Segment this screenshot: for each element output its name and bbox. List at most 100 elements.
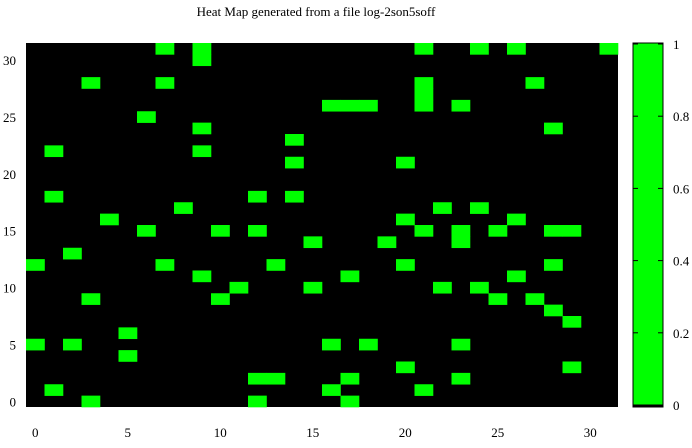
heatmap-cell — [488, 225, 508, 237]
heatmap-cell — [562, 225, 582, 237]
heatmap-cell — [322, 384, 341, 396]
heatmap-cell — [229, 281, 249, 294]
heatmap-cell — [192, 145, 212, 158]
x-tick-label: 30 — [584, 425, 597, 440]
heatmap-cell — [414, 88, 434, 101]
heatmap-cell — [396, 361, 415, 374]
heatmap-cell — [599, 43, 619, 55]
heatmap-cell — [414, 384, 434, 396]
heatmap-cell — [266, 259, 286, 271]
y-tick-label: 30 — [3, 53, 16, 68]
heatmap-cell — [211, 293, 230, 305]
heatmap-cell — [562, 361, 582, 374]
heatmap-cell — [414, 77, 434, 89]
heatmap-cell — [451, 225, 471, 237]
heatmap-cell — [155, 43, 175, 55]
heatmap-cell — [100, 213, 119, 226]
heatmap-cell — [26, 338, 45, 351]
colorbar-tick-label: 1 — [673, 37, 680, 52]
y-tick-label: 20 — [3, 167, 16, 182]
heatmap-cell — [322, 338, 341, 351]
heatmap-cell — [303, 236, 323, 249]
heatmap-cell — [340, 99, 360, 112]
heatmap-cell — [525, 77, 545, 89]
chart-title: Heat Map generated from a file log-2son5… — [197, 4, 436, 19]
heatmap-cell — [248, 372, 267, 385]
heatmap-cell — [470, 202, 489, 214]
x-tick-label: 15 — [306, 425, 319, 440]
heatmap-cell — [248, 190, 267, 203]
heatmap-cell — [525, 293, 545, 305]
heatmap-cell — [544, 259, 563, 271]
heatmap-cell — [433, 202, 452, 214]
y-tick-label: 0 — [10, 394, 17, 409]
x-tick-label: 20 — [399, 425, 412, 440]
heatmap-cell — [451, 99, 471, 112]
heatmap-cell — [81, 293, 101, 305]
x-tick-label: 10 — [214, 425, 227, 440]
heatmap-cell — [451, 236, 471, 249]
heatmap-cell — [562, 316, 582, 328]
y-tick-label: 15 — [3, 224, 16, 239]
heatmap-cell — [451, 338, 471, 351]
heatmap-cell — [470, 43, 489, 55]
colorbar-tick-label: 0.4 — [673, 254, 690, 269]
heatmap-cell — [192, 54, 212, 67]
heatmap-cell — [396, 156, 415, 169]
colorbar-tick-label: 0.8 — [673, 109, 689, 124]
heatmap-cell — [44, 145, 64, 158]
y-tick-label: 25 — [3, 110, 16, 125]
heatmap-cell — [544, 122, 563, 135]
heatmap-cell — [359, 99, 378, 112]
heatmap-cell — [396, 259, 415, 271]
heatmap-cell — [285, 190, 304, 203]
heatmap-cell — [174, 202, 193, 214]
heatmap-cell — [81, 77, 101, 89]
heatmap-cell — [118, 350, 138, 362]
heatmap-cell — [211, 225, 230, 237]
heatmap-cell — [303, 281, 323, 294]
heatmap-cell — [26, 259, 45, 271]
colorbar-tick-label: 0.6 — [673, 181, 690, 196]
heatmap-cell — [396, 213, 415, 226]
heatmap-cell — [340, 270, 360, 283]
heatmap-cell — [248, 225, 267, 237]
heatmap-cell — [507, 270, 526, 283]
heatmap-cell — [470, 281, 489, 294]
x-tick-label: 5 — [125, 425, 132, 440]
heatmap-cell — [507, 43, 526, 55]
heatmap-cell — [44, 190, 64, 203]
heatmap-cell — [81, 395, 101, 408]
heatmap-cell — [285, 156, 304, 169]
heatmap-cell — [248, 395, 267, 408]
colorbar — [632, 42, 664, 408]
heatmap-cell — [451, 372, 471, 385]
y-tick-label: 5 — [10, 337, 17, 352]
heatmap-cell — [340, 372, 360, 385]
heatmap-cell — [377, 236, 397, 249]
y-tick-label: 10 — [3, 281, 16, 296]
heatmap-cell — [359, 338, 378, 351]
x-axis-ticks: 0 5 10 15 20 25 30 — [32, 425, 597, 440]
heatmap-cell — [414, 225, 434, 237]
colorbar-tick-label: 0.2 — [673, 326, 689, 341]
heatmap-cell — [44, 384, 64, 396]
heatmap-cell — [192, 270, 212, 283]
heatmap-cell — [155, 77, 175, 89]
heatmap-cell — [118, 327, 138, 340]
heatmap-cell — [192, 122, 212, 135]
heatmap-cell — [433, 281, 452, 294]
y-axis-ticks: 0 5 10 15 20 25 30 — [3, 53, 16, 409]
heatmap-cell — [155, 259, 175, 271]
heatmap-cell — [266, 372, 286, 385]
x-tick-label: 0 — [32, 425, 39, 440]
colorbar-tick-label: 0 — [673, 398, 680, 413]
heatmap-cell — [544, 304, 563, 317]
heatmap-cell — [488, 293, 508, 305]
heatmap-cell — [414, 43, 434, 55]
heatmap-cell — [63, 338, 82, 351]
heatmap-cell — [340, 395, 360, 408]
heatmap-cell — [507, 213, 526, 226]
heatmap-cell — [322, 99, 341, 112]
